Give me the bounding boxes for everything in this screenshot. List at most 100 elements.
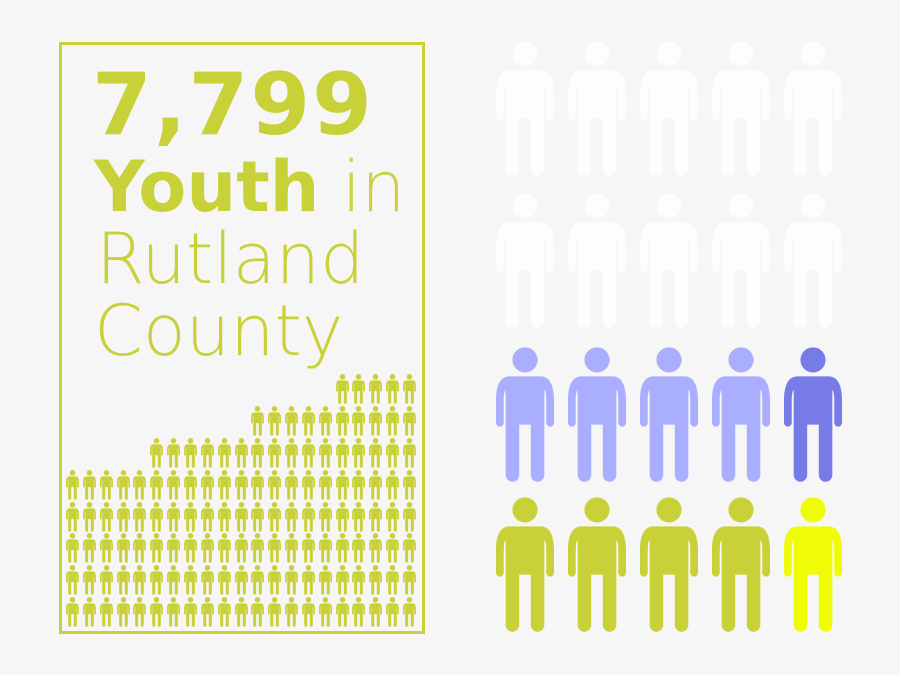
person-icon (640, 347, 698, 482)
person-icon (251, 597, 265, 627)
person-icon (369, 374, 383, 404)
person-icon (184, 533, 197, 563)
person-icon (150, 533, 164, 563)
person-icon (116, 502, 130, 532)
person-icon (784, 193, 842, 328)
person-icon (150, 470, 164, 500)
person-icon (568, 497, 626, 632)
person-icon (82, 470, 96, 500)
person-icon (369, 565, 383, 595)
person-icon (335, 406, 349, 436)
person-icon (167, 565, 181, 595)
person-icon (352, 470, 366, 500)
headline-rutland: Rutland (96, 218, 365, 300)
person-icon (712, 347, 770, 482)
person-icon (234, 597, 248, 627)
person-icon (268, 597, 282, 627)
person-icon (184, 470, 197, 500)
person-icon (150, 502, 164, 532)
person-icon (386, 565, 400, 595)
person-icon (234, 502, 248, 532)
person-icon (496, 193, 554, 328)
person-icon (403, 565, 416, 595)
person-icon (251, 438, 265, 468)
person-icon (301, 502, 315, 532)
person-icon (82, 502, 96, 532)
person-icon (167, 502, 181, 532)
person-icon (318, 406, 332, 436)
person-icon (386, 438, 400, 468)
person-icon (99, 533, 113, 563)
person-icon (66, 502, 79, 532)
person-icon (496, 347, 554, 482)
person-icon (184, 597, 197, 627)
person-icon (150, 597, 164, 627)
person-icon (369, 406, 383, 436)
person-icon (301, 533, 315, 563)
person-icon (496, 497, 554, 632)
person-icon (184, 438, 197, 468)
person-icon (640, 41, 698, 176)
person-icon (99, 502, 113, 532)
person-icon (82, 533, 96, 563)
person-icon (403, 374, 416, 404)
person-icon (167, 438, 181, 468)
person-icon (82, 565, 96, 595)
person-icon (318, 470, 332, 500)
person-icon (318, 597, 332, 627)
person-icon (251, 565, 265, 595)
person-icon (167, 597, 181, 627)
person-icon (386, 502, 400, 532)
person-icon (217, 470, 231, 500)
person-icon (268, 502, 282, 532)
person-icon (386, 470, 400, 500)
person-icon (285, 597, 298, 627)
person-icon (234, 470, 248, 500)
person-icon (640, 497, 698, 632)
person-icon (133, 533, 147, 563)
headline-youth: Youth (94, 146, 320, 228)
person-icon (403, 533, 416, 563)
person-icon (784, 497, 842, 632)
person-icon (318, 502, 332, 532)
person-icon (318, 533, 332, 563)
person-icon (335, 502, 349, 532)
person-icon (285, 565, 298, 595)
person-icon (712, 193, 770, 328)
person-icon (150, 438, 164, 468)
person-icon (285, 533, 298, 563)
person-icon (568, 347, 626, 482)
person-icon (167, 470, 181, 500)
youth-count: 7,799 (92, 55, 375, 155)
person-icon (335, 533, 349, 563)
person-icon (369, 533, 383, 563)
person-icon (386, 406, 400, 436)
person-icon (318, 565, 332, 595)
headline-in: in (319, 146, 406, 228)
person-icon (268, 470, 282, 500)
person-icon (301, 597, 315, 627)
person-icon (116, 597, 130, 627)
person-icon (301, 565, 315, 595)
person-icon (200, 438, 214, 468)
person-icon (301, 406, 315, 436)
person-icon (335, 565, 349, 595)
person-icon (784, 41, 842, 176)
person-icon (352, 406, 366, 436)
person-icon (268, 438, 282, 468)
person-icon (335, 374, 349, 404)
person-icon (99, 565, 113, 595)
person-icon (82, 597, 96, 627)
person-icon (403, 597, 416, 627)
person-icon (184, 565, 197, 595)
person-icon (133, 470, 147, 500)
person-icon (301, 438, 315, 468)
person-icon (369, 502, 383, 532)
person-icon (386, 533, 400, 563)
person-icon (268, 565, 282, 595)
person-icon (234, 533, 248, 563)
person-icon (403, 470, 416, 500)
person-icon (133, 565, 147, 595)
person-icon (150, 565, 164, 595)
person-icon (200, 597, 214, 627)
